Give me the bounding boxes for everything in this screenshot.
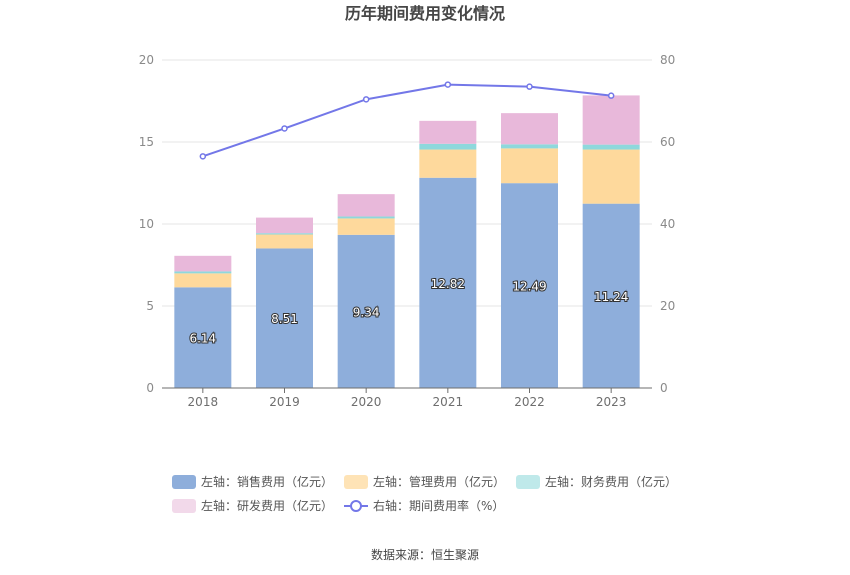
- x-tick-label: 2018: [188, 395, 219, 409]
- bar-segment: [256, 234, 313, 249]
- bars: [174, 95, 640, 388]
- bar-value-label: 9.34: [353, 305, 380, 319]
- bar-segment: [337, 194, 395, 217]
- rate-point: [526, 83, 533, 90]
- bar-segment: [174, 287, 232, 388]
- bar-segment: [501, 113, 558, 145]
- left-tick-label: 10: [139, 217, 154, 231]
- rate-line-path: [202, 83, 612, 158]
- x-axis: 2018 2019 2020 2021 2022 2023: [162, 387, 652, 409]
- legend-swatch: [516, 475, 540, 489]
- chart-title: 历年期间费用变化情况: [345, 4, 505, 23]
- legend-label: 左轴：研发费用（亿元）: [201, 498, 333, 513]
- bar-segment: [501, 144, 558, 149]
- legend-swatch: [172, 499, 196, 513]
- left-tick-label: 20: [139, 53, 154, 67]
- x-tick-label: 2022: [514, 395, 545, 409]
- bar-segment: [256, 248, 313, 388]
- bar-segment: [337, 216, 395, 219]
- bar-segment: [419, 143, 477, 150]
- left-tick-label: 15: [139, 135, 154, 149]
- bar-segment: [582, 144, 640, 150]
- rate-point: [199, 153, 207, 160]
- bar-segment: [337, 234, 395, 388]
- legend: 左轴：销售费用（亿元） 左轴：管理费用（亿元） 左轴：财务费用（亿元） 左轴：研发费用…: [172, 474, 677, 513]
- bar-segment: [419, 177, 477, 388]
- right-tick-label: 80: [660, 53, 675, 67]
- legend-label: 右轴：期间费用率（%）: [373, 498, 504, 513]
- x-tick-label: 2020: [351, 395, 382, 409]
- legend-swatch: [344, 475, 368, 489]
- x-tick-label: 2019: [269, 395, 300, 409]
- bar-value-label: 6.14: [189, 332, 216, 346]
- bar-labels: 6.14 8.51 9.34 12.82 12.49 11.24: [188, 276, 629, 347]
- rate-point: [362, 96, 370, 103]
- bar-value-label: 12.82: [431, 277, 465, 291]
- legend-label: 左轴：管理费用（亿元）: [373, 474, 505, 489]
- legend-label: 左轴：销售费用（亿元）: [201, 474, 333, 489]
- legend-swatch: [172, 475, 196, 489]
- right-tick-label: 60: [660, 135, 675, 149]
- bar-segment: [419, 120, 477, 144]
- bar-segment: [174, 271, 232, 274]
- bar-segment: [582, 203, 640, 388]
- bar-segment: [337, 218, 395, 235]
- bar-segment: [174, 273, 232, 288]
- bar-value-label: 11.24: [594, 290, 628, 304]
- bar-segment: [174, 255, 232, 272]
- right-tick-label: 20: [660, 299, 675, 313]
- bar-segment: [256, 233, 313, 235]
- bar-segment: [582, 149, 640, 204]
- bar-segment: [256, 217, 313, 234]
- x-tick-label: 2021: [433, 395, 464, 409]
- right-axis: 0 20 40 60 80: [660, 53, 675, 395]
- rate-point: [281, 125, 288, 132]
- right-tick-label: 40: [660, 217, 675, 231]
- left-axis: 0 5 10 15 20: [139, 53, 154, 395]
- gridlines: [162, 59, 652, 389]
- rate-line: [199, 81, 615, 160]
- bar-value-label: 8.51: [271, 312, 298, 326]
- left-tick-label: 0: [146, 381, 154, 395]
- bar-segment: [501, 183, 558, 388]
- legend-marker: [350, 500, 362, 512]
- bar-value-label: 12.49: [512, 280, 546, 294]
- legend-label: 左轴：财务费用（亿元）: [545, 474, 677, 489]
- bar-segment: [582, 95, 640, 145]
- bar-segment: [501, 148, 558, 184]
- left-tick-label: 5: [146, 299, 154, 313]
- rate-point: [607, 92, 615, 99]
- source-text: 数据来源：恒生聚源: [371, 547, 479, 562]
- bar-segment: [419, 149, 477, 178]
- x-tick-label: 2023: [596, 395, 627, 409]
- right-tick-label: 0: [660, 381, 668, 395]
- rate-point: [444, 81, 452, 88]
